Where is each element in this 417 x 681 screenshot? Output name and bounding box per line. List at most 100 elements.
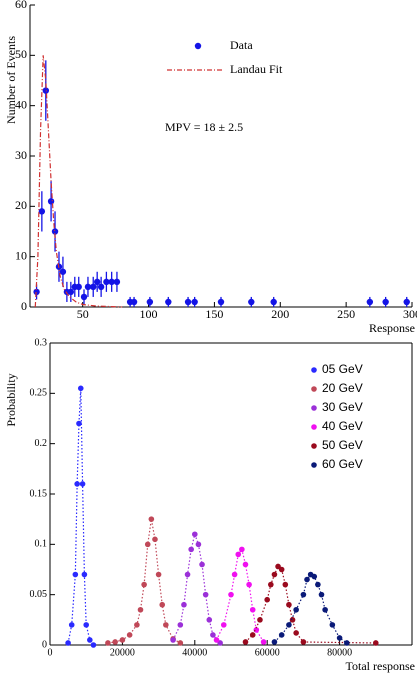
data-point [315,581,321,588]
legend-label: 05 GeV [322,362,363,376]
data-point [112,639,118,645]
y-tick-label: 0.25 [30,388,48,399]
legend-label: 40 GeV [322,419,363,433]
data-point [130,298,138,306]
data-point [177,640,184,646]
y-tick-label: 50 [15,47,27,61]
legend-item: Data [194,38,253,52]
y-tick-label: 40 [15,97,27,111]
legend-item: 05 GeV [311,362,363,376]
data-point [170,637,176,643]
data-point [188,546,194,553]
data-point [33,288,40,296]
legend-marker [194,42,202,50]
x-tick-label: 80000 [327,647,352,658]
data-point [329,622,336,628]
data-point [220,622,227,628]
data-point [373,640,379,646]
y-tick-label: 0 [42,639,47,650]
x-tick-label: 20000 [110,647,135,658]
legend-label: Landau Fit [230,62,283,76]
data-point [90,642,97,648]
legend-item: 40 GeV [311,419,363,433]
x-tick-label: 0 [48,647,53,658]
data-point [177,622,184,628]
data-point [202,591,209,598]
data-point [77,385,84,392]
data-point [74,481,80,487]
legend-item: 60 GeV [311,457,363,471]
data-point [65,640,71,646]
data-point [246,581,252,588]
x-tick-label: 100 [140,307,158,321]
data-point [137,606,144,613]
y-axis-label: Number of Events [4,36,18,124]
x-tick-label: 50 [77,307,89,321]
data-point [90,283,97,291]
data-point [79,481,86,487]
data-point [322,606,328,613]
y-tick-label: 0 [21,299,27,313]
data-point [59,268,67,275]
data-point [87,637,93,643]
y-tick-label: 20 [15,198,27,212]
legend-marker [311,386,317,392]
data-point [105,640,111,646]
series-line [245,565,376,644]
annotation: MPV = 18 ± 2.5 [165,120,243,134]
legend-item: Landau Fit [167,62,283,76]
y-tick-label: 10 [15,248,27,262]
data-point [75,283,82,291]
series-line [67,388,94,646]
x-axis-label: Response [369,321,415,335]
data-point [300,591,307,598]
legend-marker [311,424,317,430]
data-point [366,298,374,306]
series-line [34,55,123,308]
data-point [382,298,389,306]
data-point [163,622,169,628]
data-point [67,288,75,296]
data-point [293,606,299,613]
data-point [248,298,255,306]
y-tick-label: 0.15 [30,488,48,499]
data-point [271,639,278,645]
legend-label: 30 GeV [322,400,363,414]
legend-marker [311,443,317,449]
data-point [268,581,274,588]
data-point [68,622,75,628]
data-point [191,298,198,306]
data-point [97,283,105,291]
data-point [286,601,292,608]
legend-item: 20 GeV [311,381,363,395]
data-point [336,635,343,641]
data-point [148,516,155,522]
data-point [38,208,46,215]
data-point [235,551,242,558]
legend-item: 30 GeV [311,400,363,414]
data-point [249,606,256,613]
legend-label: Data [230,38,253,52]
y-tick-label: 60 [15,0,27,11]
legend-item: 50 GeV [311,438,363,452]
data-point [113,278,121,286]
data-point [278,632,285,638]
data-point [47,198,55,205]
data-point [286,622,292,628]
data-point [93,278,101,286]
data-point [81,571,88,578]
data-point [304,576,310,583]
data-point [311,573,318,580]
data-point [257,617,263,623]
data-point [260,639,267,645]
data-point [84,283,92,291]
x-tick-label: 300 [403,307,417,321]
data-point [184,571,191,578]
legend-label: 60 GeV [322,457,363,471]
data-point [146,298,154,306]
data-point [159,601,166,608]
data-point [181,601,187,608]
data-point [270,298,277,306]
series-line [107,519,181,644]
data-point [300,639,307,645]
